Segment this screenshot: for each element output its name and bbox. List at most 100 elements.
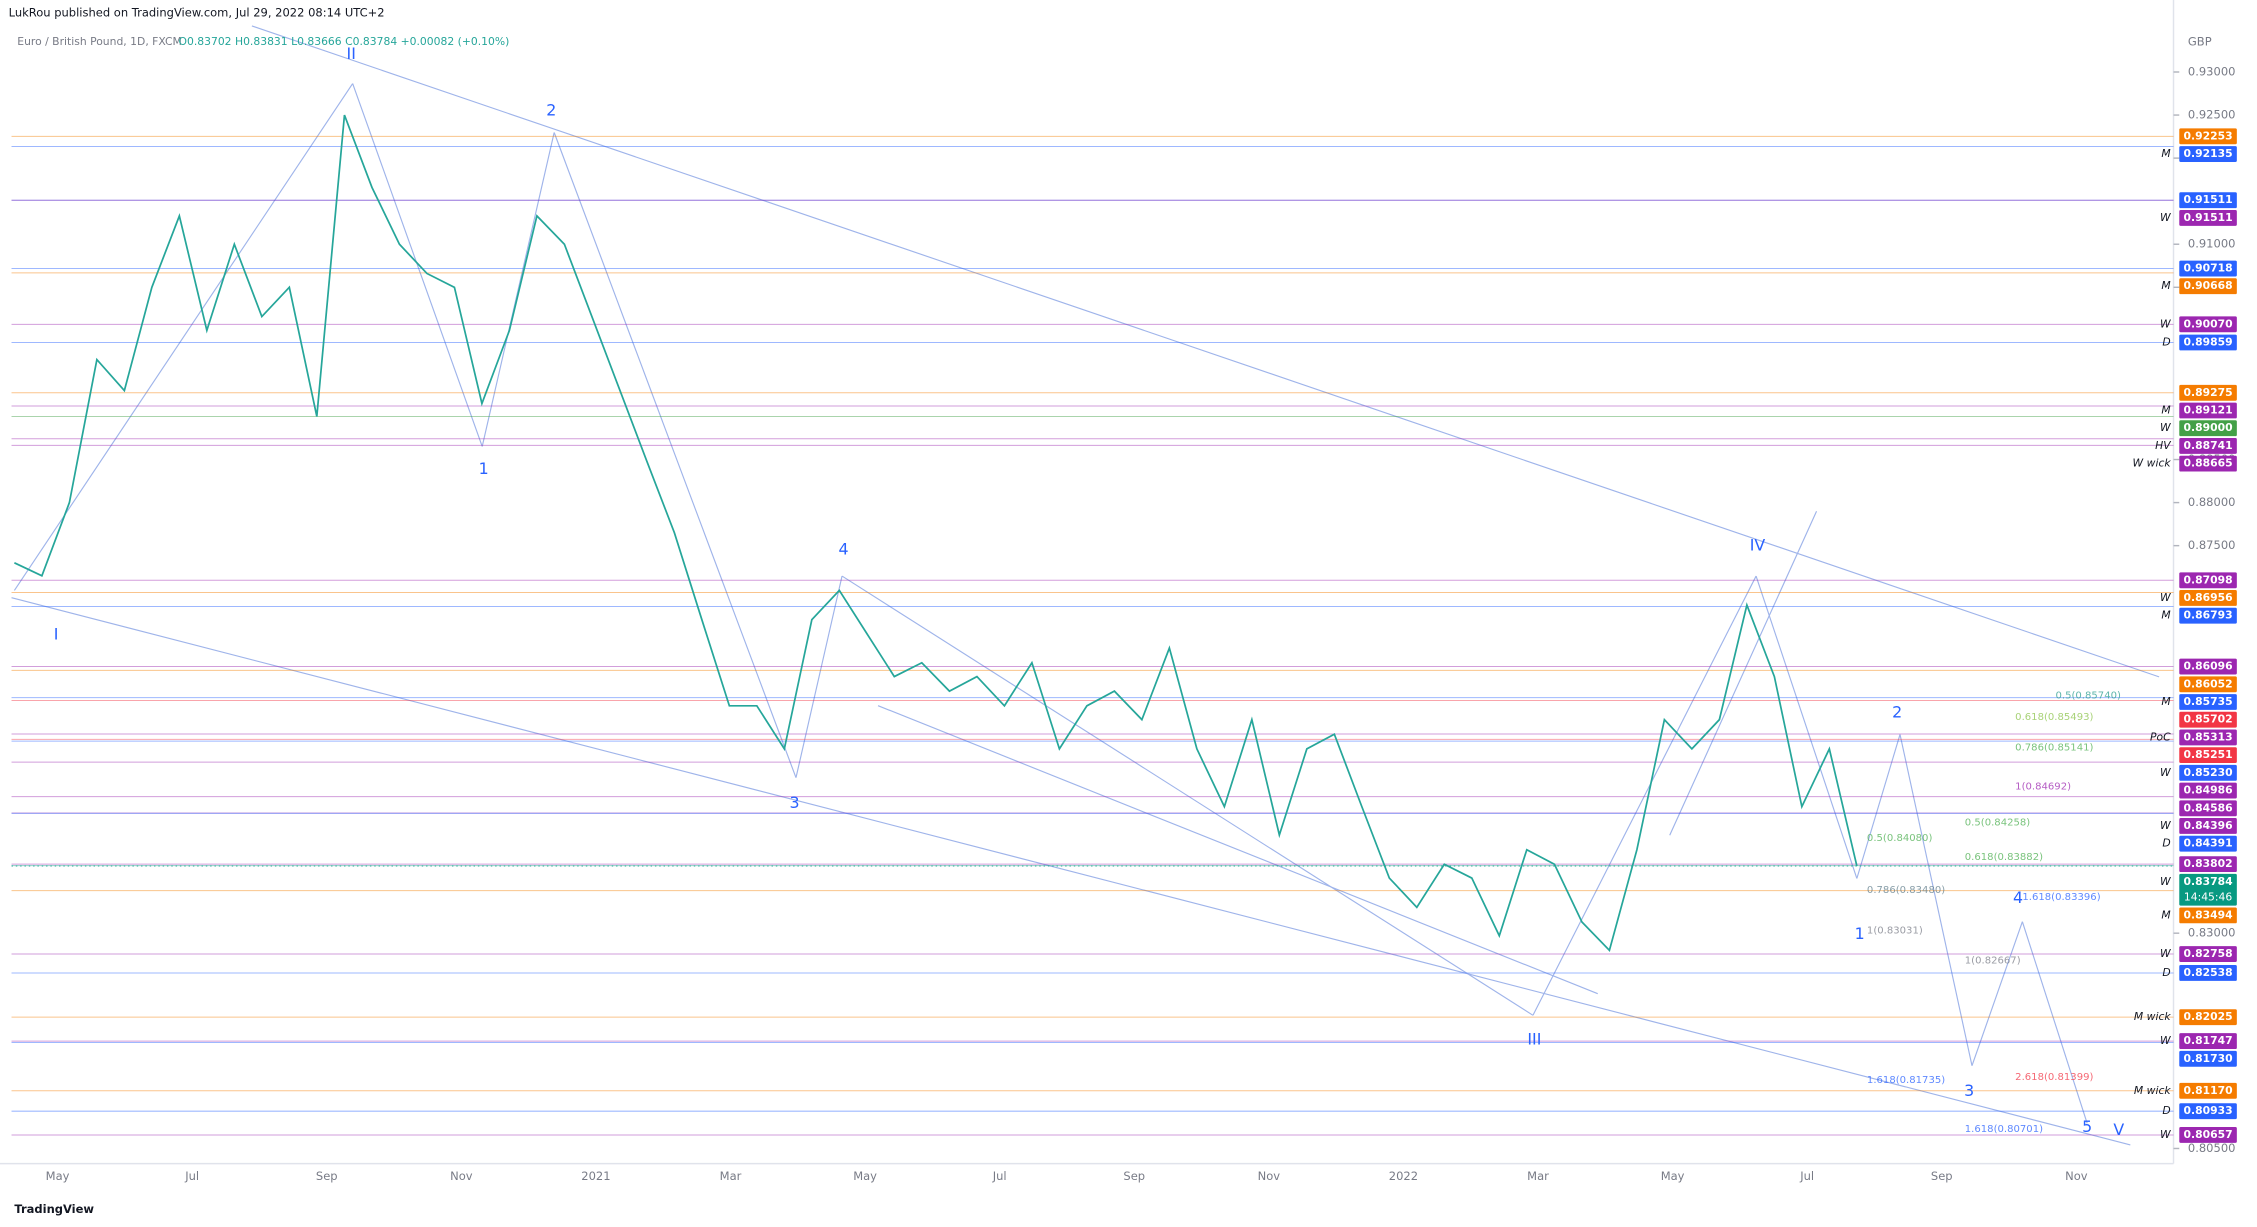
price-tag-label: 0.88665 bbox=[2184, 457, 2233, 470]
level-note: M bbox=[2161, 147, 2171, 160]
wave-label: 5 bbox=[2082, 1117, 2092, 1136]
price-tag bbox=[2179, 764, 2237, 781]
price-tag bbox=[2179, 1050, 2237, 1067]
level-note: PoC bbox=[2150, 730, 2171, 743]
x-tick-label: Sep bbox=[316, 1169, 338, 1183]
price-tag-label: 0.83784 bbox=[2184, 875, 2233, 888]
price-tag bbox=[2179, 384, 2237, 401]
price-tag bbox=[2179, 192, 2237, 209]
price-tag-label: 0.91511 bbox=[2184, 211, 2233, 224]
countdown: 14:45:46 bbox=[2184, 891, 2233, 904]
level-note: M bbox=[2161, 695, 2171, 708]
level-note: W bbox=[2160, 317, 2171, 330]
x-tick-label: 2021 bbox=[581, 1169, 610, 1183]
x-tick-label: Mar bbox=[720, 1169, 742, 1183]
footer-logo: TradingView bbox=[14, 1202, 94, 1216]
price-tag-label: 0.80657 bbox=[2184, 1128, 2233, 1141]
x-tick-label: May bbox=[1661, 1169, 1685, 1183]
level-note: M wick bbox=[2134, 1084, 2171, 1097]
price-tag bbox=[2179, 658, 2237, 675]
price-tag-label: 0.90718 bbox=[2184, 262, 2233, 275]
price-tag-label: 0.84391 bbox=[2184, 837, 2233, 850]
trendlines bbox=[11, 25, 2160, 1146]
level-note: D bbox=[2162, 966, 2170, 979]
price-tag-label: 0.89121 bbox=[2184, 403, 2233, 416]
fib-label: 1.618(0.81735) bbox=[1867, 1075, 1945, 1086]
price-tag-label: 0.85702 bbox=[2184, 713, 2233, 726]
x-tick-label: Mar bbox=[1527, 1169, 1549, 1183]
level-note: W bbox=[2160, 1128, 2171, 1141]
wave-label: I bbox=[54, 625, 59, 644]
price-tag-label: 0.88741 bbox=[2184, 439, 2233, 452]
wave-label: 2 bbox=[546, 100, 556, 119]
price-tag bbox=[2179, 260, 2237, 277]
fib-label: 0.618(0.85493) bbox=[2015, 712, 2093, 723]
level-note: W bbox=[2160, 875, 2171, 888]
level-note: M wick bbox=[2134, 1010, 2171, 1023]
price-tag-label: 0.87098 bbox=[2184, 573, 2233, 586]
y-tick-label: 0.80500 bbox=[2188, 1141, 2236, 1155]
price-tag-label: 0.83494 bbox=[2184, 908, 2233, 921]
price-tag-label: 0.85313 bbox=[2184, 730, 2233, 743]
level-note: D bbox=[2162, 335, 2170, 348]
price-tag-label: 0.84586 bbox=[2184, 801, 2233, 814]
price-tag-label: 0.85251 bbox=[2184, 748, 2233, 761]
fib-label: 1(0.83031) bbox=[1867, 925, 1923, 936]
x-tick-label: May bbox=[853, 1169, 877, 1183]
price-tag bbox=[2179, 402, 2237, 419]
x-tick-label: 2022 bbox=[1389, 1169, 1418, 1183]
price-tag bbox=[2179, 729, 2237, 746]
price-tag-label: 0.80933 bbox=[2184, 1104, 2233, 1117]
fib-label: 1(0.84692) bbox=[2015, 781, 2071, 792]
price-tag-label: 0.90070 bbox=[2184, 317, 2233, 330]
fib-label: 0.618(0.83882) bbox=[1965, 852, 2043, 863]
fib-label: 1.618(0.83396) bbox=[2022, 892, 2100, 903]
price-line bbox=[14, 114, 1858, 953]
level-note: M bbox=[2161, 403, 2171, 416]
level-note: W bbox=[2160, 947, 2171, 960]
price-tag-label: 0.82538 bbox=[2184, 966, 2233, 979]
level-note: W bbox=[2160, 766, 2171, 779]
ohlc: O0.83702 H0.83831 L0.83666 C0.83784 +0.0… bbox=[178, 35, 509, 48]
price-tag-label: 0.89859 bbox=[2184, 335, 2233, 348]
level-note: D bbox=[2162, 1104, 2170, 1117]
wave-label: 2 bbox=[1892, 702, 1902, 721]
x-tick-label: Jul bbox=[1799, 1169, 1814, 1183]
fib-label: 2.618(0.81399) bbox=[2015, 1072, 2093, 1083]
wave-label: 3 bbox=[1964, 1081, 1974, 1100]
y-tick-label: 0.83000 bbox=[2188, 926, 2236, 940]
price-tag-label: 0.83802 bbox=[2184, 857, 2233, 870]
price-tag bbox=[2179, 1127, 2237, 1143]
price-tag bbox=[2179, 873, 2237, 906]
wave-label: 1 bbox=[479, 459, 489, 478]
wave-label: 1 bbox=[1855, 924, 1865, 943]
price-tag-label: 0.91511 bbox=[2184, 193, 2233, 206]
wave-label: 3 bbox=[790, 793, 800, 812]
wave-label: IV bbox=[1750, 535, 1766, 554]
wave-label: II bbox=[347, 44, 356, 63]
wave-label: III bbox=[1527, 1029, 1541, 1048]
fib-label: 0.5(0.85740) bbox=[2055, 691, 2121, 702]
price-tag bbox=[2179, 278, 2237, 295]
price-tag bbox=[2179, 334, 2237, 351]
price-tag bbox=[2179, 128, 2237, 145]
x-tick-label: Jul bbox=[992, 1169, 1007, 1183]
price-tag-label: 0.89000 bbox=[2184, 421, 2233, 434]
price-tag-label: 0.85735 bbox=[2184, 695, 2233, 708]
symbol: Euro / British Pound, 1D, FXCM bbox=[17, 35, 182, 48]
level-note: M bbox=[2161, 609, 2171, 622]
footer-bar bbox=[0, 1195, 2257, 1227]
x-tick-label: Sep bbox=[1931, 1169, 1953, 1183]
level-note: W bbox=[2160, 591, 2171, 604]
x-tick-label: Nov bbox=[2065, 1169, 2088, 1183]
price-tag bbox=[2179, 835, 2237, 852]
price-tag bbox=[2179, 818, 2237, 834]
price-tag bbox=[2179, 438, 2237, 454]
price-tag bbox=[2179, 590, 2237, 606]
price-tag-label: 0.84986 bbox=[2184, 784, 2233, 797]
wave-label: V bbox=[2113, 1120, 2124, 1139]
price-tag bbox=[2179, 800, 2237, 817]
